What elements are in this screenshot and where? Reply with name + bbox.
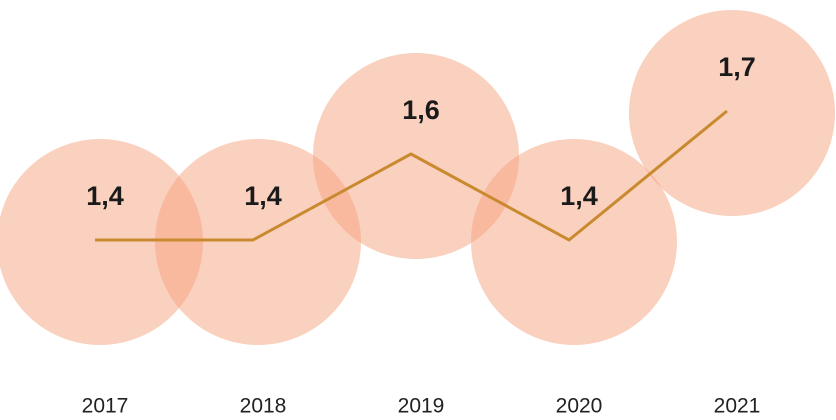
value-bubble [471, 139, 677, 345]
value-label: 1,4 [86, 181, 124, 211]
x-tick-label: 2017 [82, 395, 129, 418]
x-tick-label: 2018 [240, 395, 287, 418]
value-label: 1,4 [560, 181, 598, 211]
x-tick-label: 2021 [714, 395, 761, 418]
value-bubble [155, 139, 361, 345]
x-tick-label: 2019 [398, 395, 445, 418]
value-label: 1,6 [402, 95, 440, 125]
value-bubble [0, 139, 203, 345]
line [95, 109, 728, 242]
value-label: 1,4 [244, 181, 282, 211]
value-bubble [629, 10, 835, 216]
value-label: 1,7 [718, 52, 756, 82]
x-tick-label: 2020 [556, 395, 603, 418]
